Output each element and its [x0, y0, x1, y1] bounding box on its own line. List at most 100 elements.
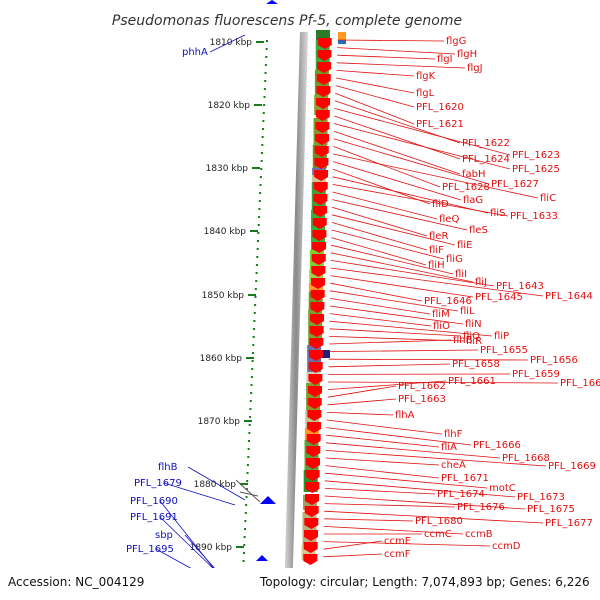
gene-label[interactable]: PFL_1659 [512, 369, 560, 380]
gene-label[interactable]: fliQ [463, 331, 480, 342]
guide-dot [251, 360, 254, 362]
leader-line [328, 381, 559, 384]
leader-line [332, 168, 431, 205]
gene-label-left[interactable]: PFL_1691 [130, 512, 178, 523]
gene-label[interactable]: PFL_1680 [415, 516, 463, 527]
gene-label[interactable]: flgH [457, 49, 477, 60]
gene-label-left[interactable]: phhA [182, 47, 208, 58]
gene-label[interactable]: PFL_1622 [462, 138, 510, 149]
gene-label-left[interactable]: sbp [155, 530, 173, 541]
gene-label[interactable]: flgJ [467, 63, 483, 74]
guide-dot [246, 472, 249, 474]
gene-label[interactable]: fliE [457, 240, 472, 251]
guide-dot [244, 512, 247, 514]
gene-label[interactable]: PFL_1671 [441, 473, 489, 484]
gene-label[interactable]: flhB [453, 335, 473, 346]
gene-label[interactable]: fliC [540, 193, 556, 204]
gene-label[interactable]: flgK [416, 71, 436, 82]
gene-label[interactable]: flhF [444, 429, 463, 440]
gene-label-left[interactable]: PFL_1690 [130, 496, 178, 507]
gene-label[interactable]: fliI [455, 269, 467, 280]
gene-label[interactable]: PFL_1674 [437, 489, 485, 500]
gene-label[interactable]: fliR [466, 336, 482, 347]
gene-label[interactable]: PFL_1645 [475, 292, 523, 303]
gene-label[interactable]: PFL_1633 [510, 211, 558, 222]
gene-label[interactable]: PFL_1624 [462, 154, 510, 165]
leader-line [324, 503, 456, 508]
guide-dot [254, 304, 257, 306]
gene-label-left[interactable]: PFL_1695 [126, 544, 174, 555]
leader-line [330, 252, 474, 283]
leader-line [332, 199, 468, 231]
gene-label[interactable]: PFL_1628 [442, 182, 490, 193]
gene-label[interactable]: PFL_1668 [502, 453, 550, 464]
gene-label[interactable]: PFL_1660 [560, 378, 600, 389]
guide-dot [255, 272, 258, 274]
gene-arrow [307, 422, 322, 433]
gene-label[interactable]: ccmC [424, 529, 452, 540]
gene-label[interactable]: fliP [494, 331, 509, 342]
gene-label[interactable]: PFL_1658 [452, 359, 500, 370]
guide-dot [256, 248, 259, 250]
gene-arrow [311, 278, 326, 289]
gene-label[interactable]: flaG [463, 195, 483, 206]
gene-label[interactable]: PFL_1620 [416, 102, 464, 113]
guide-dot [263, 96, 266, 98]
gene-label[interactable]: motC [489, 483, 516, 494]
tick-label: 1860 kbp [200, 354, 243, 364]
gene-label[interactable]: PFL_1662 [398, 381, 446, 392]
gene-label[interactable]: PFL_1621 [416, 119, 464, 130]
gene-label[interactable]: fliL [460, 306, 475, 317]
gene-label[interactable]: PFL_1675 [527, 504, 575, 515]
gene-label[interactable]: fliA [441, 442, 457, 453]
gene-label[interactable]: fabH [462, 169, 486, 180]
guide-dot [264, 64, 267, 66]
gene-label[interactable]: flgG [446, 36, 466, 47]
gene-label[interactable]: fliM [432, 309, 450, 320]
gene-label[interactable]: fleS [469, 225, 488, 236]
gene-label[interactable]: cheA [441, 460, 466, 471]
gene-label[interactable]: fliO [433, 321, 450, 332]
gene-label[interactable]: PFL_1643 [496, 281, 544, 292]
gene-arrow [314, 158, 329, 169]
gene-label[interactable]: ccmD [492, 541, 521, 552]
gene-label[interactable]: PFL_1673 [517, 492, 565, 503]
gene-label[interactable]: PFL_1661 [448, 376, 496, 387]
gene-label[interactable]: fleQ [439, 214, 459, 225]
leader-line [329, 313, 432, 327]
gene-label[interactable]: fliH [428, 260, 445, 271]
gene-label[interactable]: PFL_1676 [457, 502, 505, 513]
gene-label[interactable]: fliN [465, 319, 482, 330]
feature-marker [338, 32, 346, 40]
gene-label[interactable]: flgI [437, 54, 453, 65]
gene-label[interactable]: fliG [446, 254, 463, 265]
gene-label[interactable]: PFL_1656 [530, 355, 578, 366]
gene-label[interactable]: flhA [395, 410, 415, 421]
gene-label-left[interactable]: flhB [158, 462, 178, 473]
gene-label[interactable]: PFL_1644 [545, 291, 593, 302]
gene-label[interactable]: flgL [416, 88, 435, 99]
connector [239, 491, 259, 497]
gene-label[interactable]: fliJ [475, 277, 487, 288]
gene-label[interactable]: PFL_1677 [545, 518, 593, 529]
gene-label[interactable]: fliF [429, 245, 444, 256]
gene-label[interactable]: PFL_1627 [491, 179, 539, 190]
gene-label[interactable]: PFL_1625 [512, 164, 560, 175]
gene-label[interactable]: PFL_1663 [398, 394, 446, 405]
gene-label[interactable]: PFL_1669 [548, 461, 596, 472]
gene-label[interactable]: PFL_1646 [424, 296, 472, 307]
gene-label-left[interactable]: PFL_1679 [134, 478, 182, 489]
gene-label[interactable]: fliD [432, 199, 449, 210]
gene-label[interactable]: PFL_1666 [473, 440, 521, 451]
gene-label[interactable]: ccmB [465, 529, 493, 540]
gene-label[interactable]: PFL_1623 [512, 150, 560, 161]
guide-dot [259, 184, 262, 186]
gene-label[interactable]: ccmE [384, 536, 411, 547]
gene-label[interactable]: ccmF [384, 549, 411, 560]
gene-label[interactable]: fliS [490, 208, 505, 219]
gene-label[interactable]: PFL_1655 [480, 345, 528, 356]
gene-label[interactable]: fleR [429, 231, 448, 242]
guide-dot [249, 408, 252, 410]
guide-dot [249, 416, 252, 418]
